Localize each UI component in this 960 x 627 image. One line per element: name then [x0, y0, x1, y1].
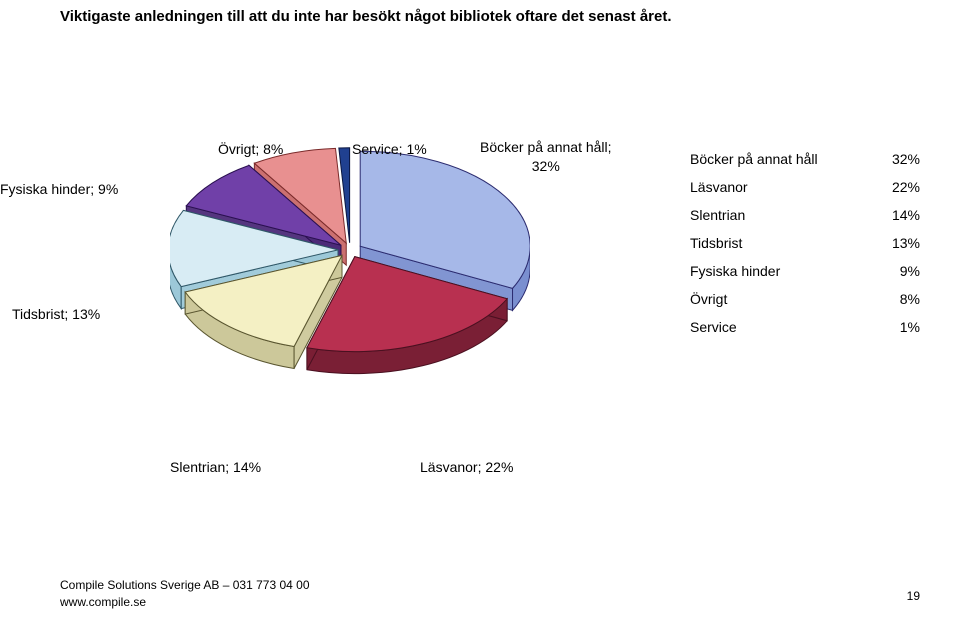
- legend-name: Övrigt: [690, 291, 727, 307]
- slice-label: Böcker på annat håll;32%: [480, 138, 612, 176]
- page-title: Viktigaste anledningen till att du inte …: [60, 8, 672, 25]
- legend-pct: 14%: [892, 207, 920, 223]
- footer-link[interactable]: www.compile.se: [60, 595, 146, 609]
- legend-name: Service: [690, 319, 737, 335]
- legend-name: Slentrian: [690, 207, 745, 223]
- legend-name: Läsvanor: [690, 179, 748, 195]
- legend-name: Fysiska hinder: [690, 263, 780, 279]
- legend-row: Läsvanor 22%: [690, 173, 920, 201]
- legend-pct: 9%: [900, 263, 920, 279]
- legend-row: Böcker på annat håll 32%: [690, 145, 920, 173]
- page-number: 19: [907, 589, 920, 603]
- slice-label: Övrigt; 8%: [218, 140, 283, 159]
- legend-row: Slentrian 14%: [690, 201, 920, 229]
- legend-row: Service 1%: [690, 313, 920, 341]
- legend-pct: 32%: [892, 151, 920, 167]
- legend-row: Tidsbrist 13%: [690, 229, 920, 257]
- legend-pct: 8%: [900, 291, 920, 307]
- legend-pct: 13%: [892, 235, 920, 251]
- slice-label: Slentrian; 14%: [170, 458, 261, 477]
- slice-label: Service; 1%: [352, 140, 427, 159]
- legend-row: Fysiska hinder 9%: [690, 257, 920, 285]
- legend-name: Tidsbrist: [690, 235, 742, 251]
- legend-pct: 22%: [892, 179, 920, 195]
- slice-label: Läsvanor; 22%: [420, 458, 513, 477]
- footer-company: Compile Solutions Sverige AB – 031 773 0…: [60, 577, 310, 594]
- slice-label: Tidsbrist; 13%: [12, 305, 100, 324]
- legend-pct: 1%: [900, 319, 920, 335]
- legend-row: Övrigt 8%: [690, 285, 920, 313]
- legend-name: Böcker på annat håll: [690, 151, 818, 167]
- slice-label: Fysiska hinder; 9%: [0, 180, 118, 199]
- legend: Böcker på annat håll 32% Läsvanor 22% Slentr…: [690, 145, 920, 341]
- footer: Compile Solutions Sverige AB – 031 773 0…: [60, 577, 310, 611]
